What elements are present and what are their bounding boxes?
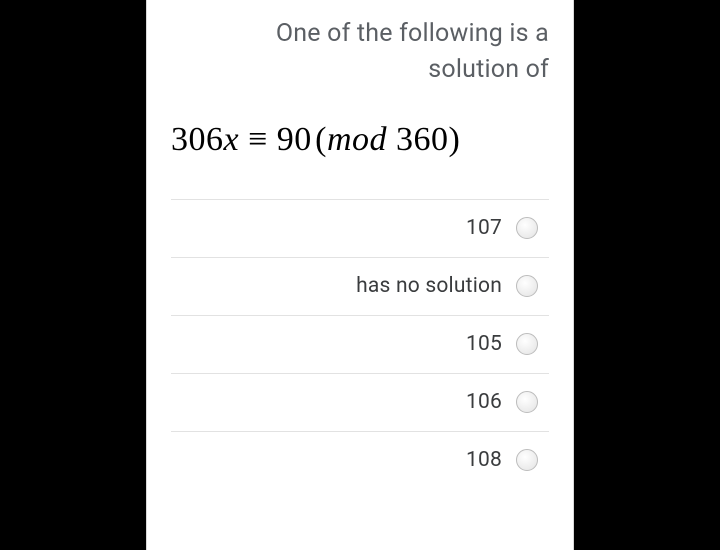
eq-mod-word: mod (327, 121, 387, 158)
option-label: 105 (466, 332, 502, 356)
radio-icon[interactable] (516, 449, 538, 471)
option-row[interactable]: 105 (171, 315, 549, 373)
radio-icon[interactable] (516, 391, 538, 413)
option-row[interactable]: has no solution (171, 257, 549, 315)
option-label: has no solution (356, 274, 502, 298)
prompt-line-1: One of the following is a (276, 19, 549, 48)
eq-modulus: 360 (396, 121, 449, 158)
option-label: 106 (466, 390, 502, 414)
prompt-line-2: solution of (428, 55, 549, 84)
option-row[interactable]: 108 (171, 431, 549, 489)
options-list: 107 has no solution 105 106 108 (171, 199, 549, 489)
eq-variable: x (224, 121, 240, 158)
equation: 306x ≡ 90 (mod 360) (171, 121, 549, 159)
radio-icon[interactable] (516, 217, 538, 239)
eq-rhs: 90 (277, 121, 312, 158)
eq-coefficient: 306 (171, 121, 224, 158)
option-label: 107 (466, 216, 502, 240)
radio-icon[interactable] (516, 275, 538, 297)
question-card: One of the following is a solution of 30… (146, 0, 574, 550)
radio-icon[interactable] (516, 333, 538, 355)
option-row[interactable]: 107 (171, 199, 549, 257)
option-label: 108 (466, 448, 502, 472)
question-prompt: One of the following is a solution of (171, 16, 549, 89)
option-row[interactable]: 106 (171, 373, 549, 431)
